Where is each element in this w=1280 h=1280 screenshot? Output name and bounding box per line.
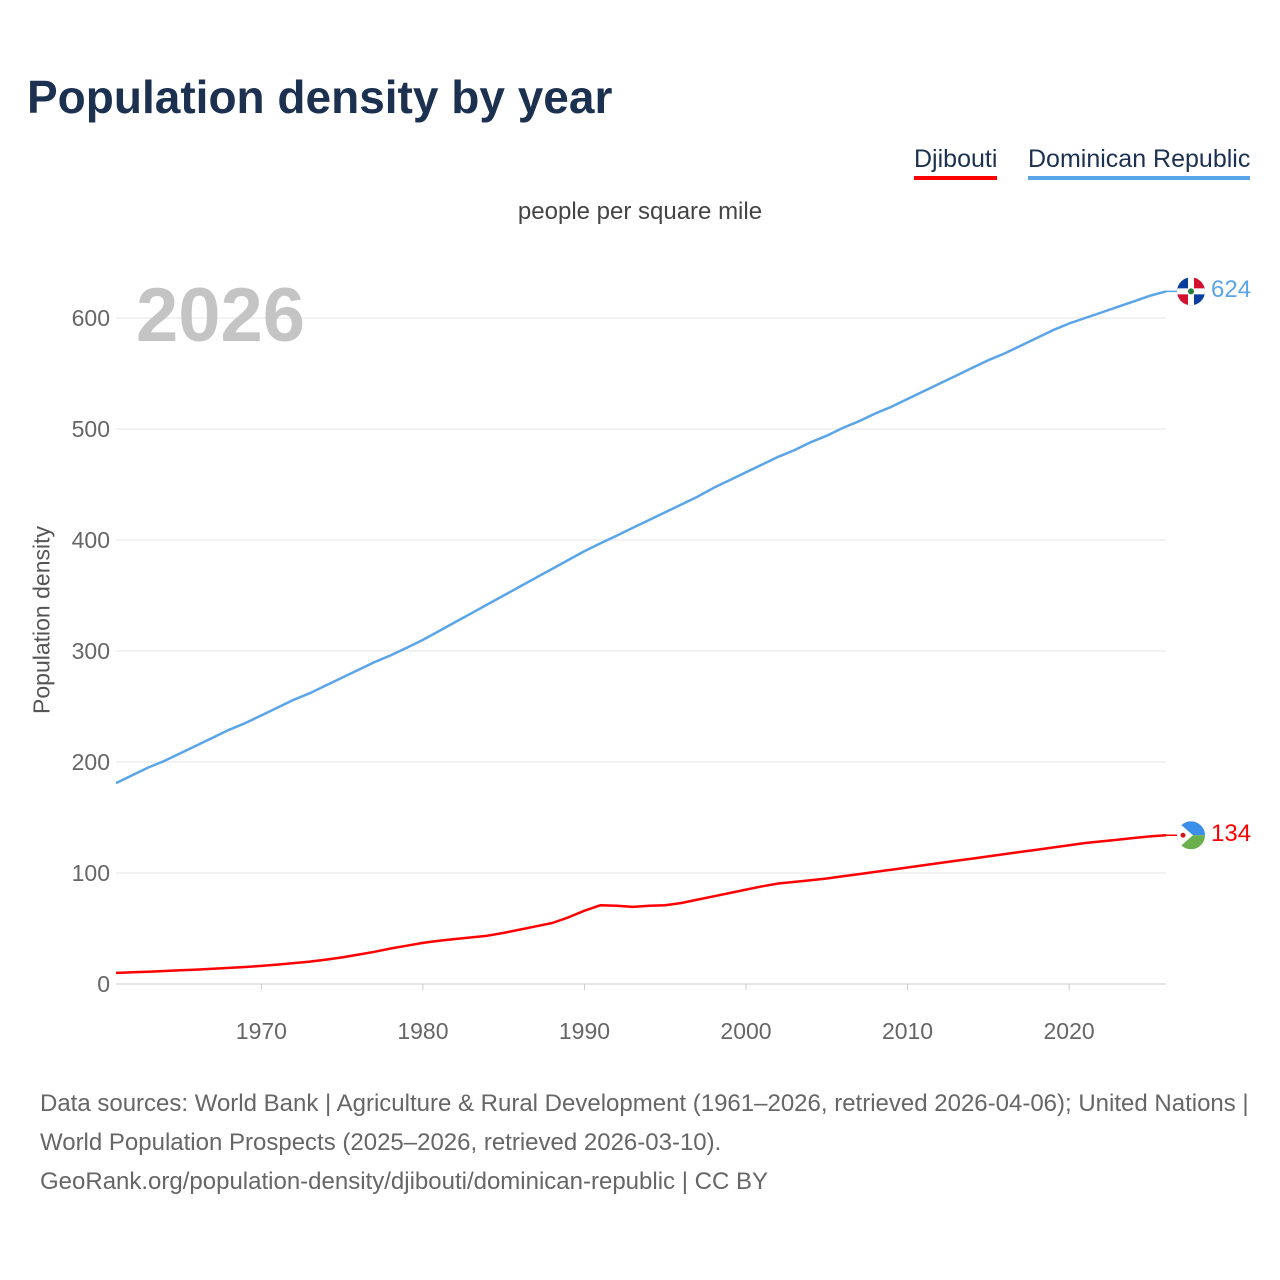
- x-tick-label: 2000: [720, 1018, 771, 1044]
- x-tick-label: 2010: [882, 1018, 933, 1044]
- flag-djibouti-icon: [1177, 821, 1205, 850]
- end-label-djibouti: 134: [1211, 820, 1252, 847]
- y-tick-label: 100: [72, 860, 110, 886]
- y-tick-label: 500: [72, 416, 110, 442]
- x-tick-label: 1990: [559, 1018, 610, 1044]
- y-tick-label: 400: [72, 527, 110, 553]
- series-line-djibouti: [115, 834, 1167, 975]
- footer-sources-text: Data sources: World Bank | Agriculture &…: [40, 1090, 1249, 1156]
- legend-item-djibouti[interactable]: Djibouti: [914, 145, 998, 180]
- series-line-dominican-republic: [115, 290, 1167, 785]
- y-tick-label: 0: [97, 971, 110, 997]
- x-tick-label: 1980: [397, 1018, 448, 1044]
- legend-item-dominican-republic[interactable]: Dominican Republic: [1028, 145, 1251, 180]
- footer-sources: Data sources: World Bank | Agriculture &…: [40, 1084, 1250, 1201]
- y-tick-label: 200: [72, 749, 110, 775]
- footer-attribution-link[interactable]: GeoRank.org/population-density/djibouti/…: [40, 1168, 768, 1195]
- current-year-display: 2026: [136, 273, 306, 358]
- y-tick-label: 300: [72, 638, 110, 664]
- chart-subtitle: people per square mile: [517, 198, 763, 225]
- flag-dominican-republic-icon: [1177, 277, 1205, 306]
- x-tick-label: 1970: [236, 1018, 287, 1044]
- chart-title: Population density by year: [27, 71, 613, 123]
- y-tick-label: 600: [72, 305, 110, 331]
- x-tick-label: 2020: [1043, 1018, 1094, 1044]
- end-label-dominican-republic: 624: [1211, 276, 1252, 303]
